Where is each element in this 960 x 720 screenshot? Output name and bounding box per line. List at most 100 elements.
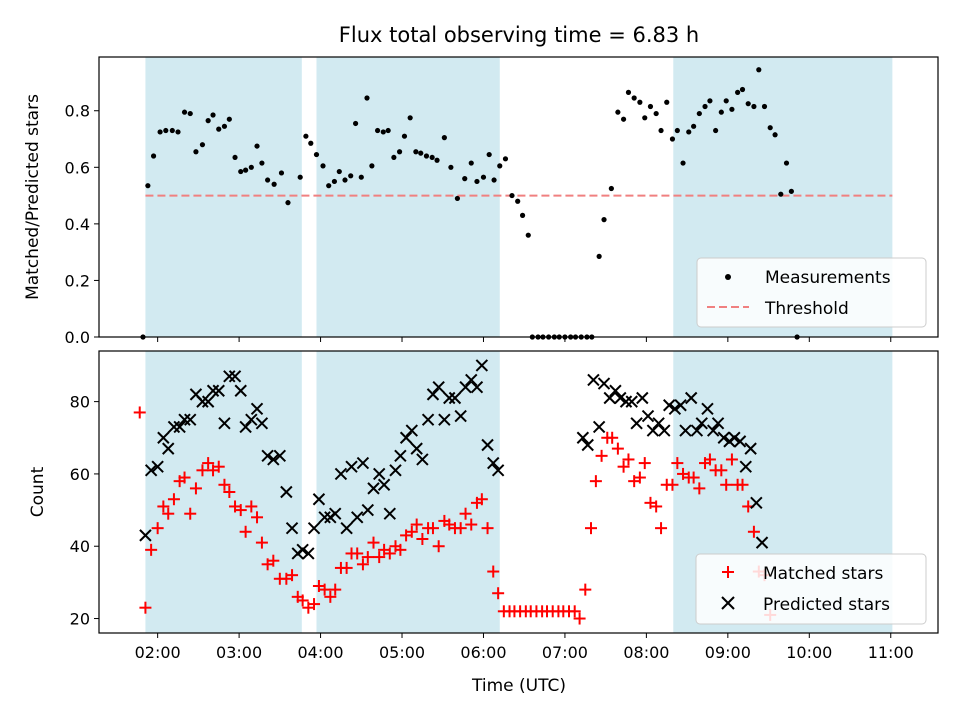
predicted-x-b [196, 395, 209, 408]
predicted-star-point [662, 399, 676, 412]
count-plot-marks [133, 359, 777, 625]
predicted-x-b [625, 395, 638, 408]
measurement-point [615, 109, 621, 115]
matched-star-point [223, 486, 236, 498]
predicted-x-b [459, 380, 472, 394]
predicted-star-point [373, 467, 386, 481]
predicted-x-b [475, 359, 489, 372]
matched-star-point [611, 442, 624, 455]
predicted-x-b [592, 420, 606, 434]
measurement-point [620, 116, 627, 122]
matched-star-point [296, 594, 309, 607]
measurement-point [751, 103, 757, 110]
predicted-x-b [280, 485, 293, 499]
x-tick-label: 05:00 [379, 643, 425, 662]
measurement-point [653, 110, 659, 117]
predicted-star-point [356, 456, 370, 470]
predicted-x-b [711, 417, 725, 430]
matched-star-point [212, 460, 225, 473]
measurement-point [778, 191, 784, 197]
predicted-star-point [389, 464, 402, 477]
measurement-point [313, 151, 320, 158]
predicted-star-point [405, 424, 418, 437]
x-tick-label: 06:00 [460, 643, 506, 662]
predicted-star-point [255, 417, 269, 430]
predicted-star-point [184, 413, 197, 426]
predicted-star-point [399, 431, 413, 444]
predicted-x-b [334, 467, 348, 481]
predicted-star-point [239, 420, 252, 434]
ratio-legend-box [696, 257, 927, 328]
measurement-point [702, 103, 708, 110]
matched-star-point [589, 475, 602, 488]
legend-measurements-label: Measurements [765, 268, 891, 288]
predicted-star-point [454, 409, 467, 423]
predicted-star-point [679, 424, 692, 437]
predicted-x-b [389, 464, 402, 477]
measurement-point [278, 170, 285, 176]
x-tick-label: 07:00 [542, 643, 588, 662]
measurement-point [772, 132, 778, 138]
predicted-x-b [443, 391, 456, 405]
predicted-x-b [255, 417, 269, 430]
measurement-point [348, 173, 354, 179]
predicted-star-point [367, 482, 380, 495]
predicted-star-point [465, 373, 478, 387]
predicted-x-b [614, 391, 627, 405]
predicted-x-b [576, 431, 590, 444]
measurement-point [525, 232, 531, 238]
predicted-x-b [619, 395, 633, 408]
matched-star-point [568, 605, 581, 618]
predicted-star-point [448, 391, 462, 405]
predicted-x-b [239, 420, 252, 434]
predicted-x-b [432, 380, 445, 394]
measurement-point [625, 89, 632, 95]
measurement-point [163, 127, 169, 134]
matched-star-point [239, 525, 252, 538]
predicted-x-b [245, 413, 258, 426]
matched-star-point [573, 612, 586, 625]
predicted-star-point [630, 417, 643, 430]
predicted-x-b [139, 529, 152, 542]
matched-star-point [487, 565, 500, 578]
predicted-star-point [641, 409, 655, 423]
predicted-x-b [312, 493, 326, 506]
matched-star-point [178, 471, 191, 484]
x-tick-label: 03:00 [216, 643, 262, 662]
x-axis-label: Time (UTC) [471, 676, 566, 696]
predicted-star-point [377, 478, 391, 491]
measurement-point [418, 150, 424, 156]
predicted-star-point [228, 370, 242, 383]
predicted-star-point [307, 521, 321, 535]
measurement-point [486, 151, 492, 158]
predicted-star-point [695, 417, 708, 430]
predicted-x-b [206, 384, 220, 397]
measurement-point [686, 129, 692, 135]
matched-star-point [373, 551, 386, 564]
predicted-star-point [273, 449, 287, 463]
legend-matched-marker [722, 566, 734, 578]
measurement-point [187, 110, 193, 117]
predicted-x-b [212, 384, 225, 397]
measurement-point [491, 177, 497, 183]
predicted-star-point [151, 460, 164, 473]
legend-predicted-label: Predicted stars [763, 595, 890, 615]
measurement-point [462, 176, 468, 182]
measurement-point [631, 95, 637, 101]
measurement-point [474, 178, 480, 185]
predicted-star-point [218, 417, 231, 430]
measurement-point [509, 192, 515, 199]
predicted-x-b [706, 424, 720, 437]
predicted-x-b [405, 424, 418, 437]
matched-star-point [340, 561, 353, 574]
legend-measurements-marker [725, 274, 731, 280]
legend-threshold-label: Threshold [764, 299, 849, 319]
predicted-star-point [312, 493, 326, 506]
predicted-star-point [706, 424, 720, 437]
predicted-x-b [228, 370, 242, 383]
predicted-x-b [173, 420, 186, 434]
measurement-point [767, 125, 773, 131]
predicted-star-point [318, 511, 331, 524]
measurement-point [308, 140, 314, 146]
predicted-x-b [144, 464, 158, 477]
